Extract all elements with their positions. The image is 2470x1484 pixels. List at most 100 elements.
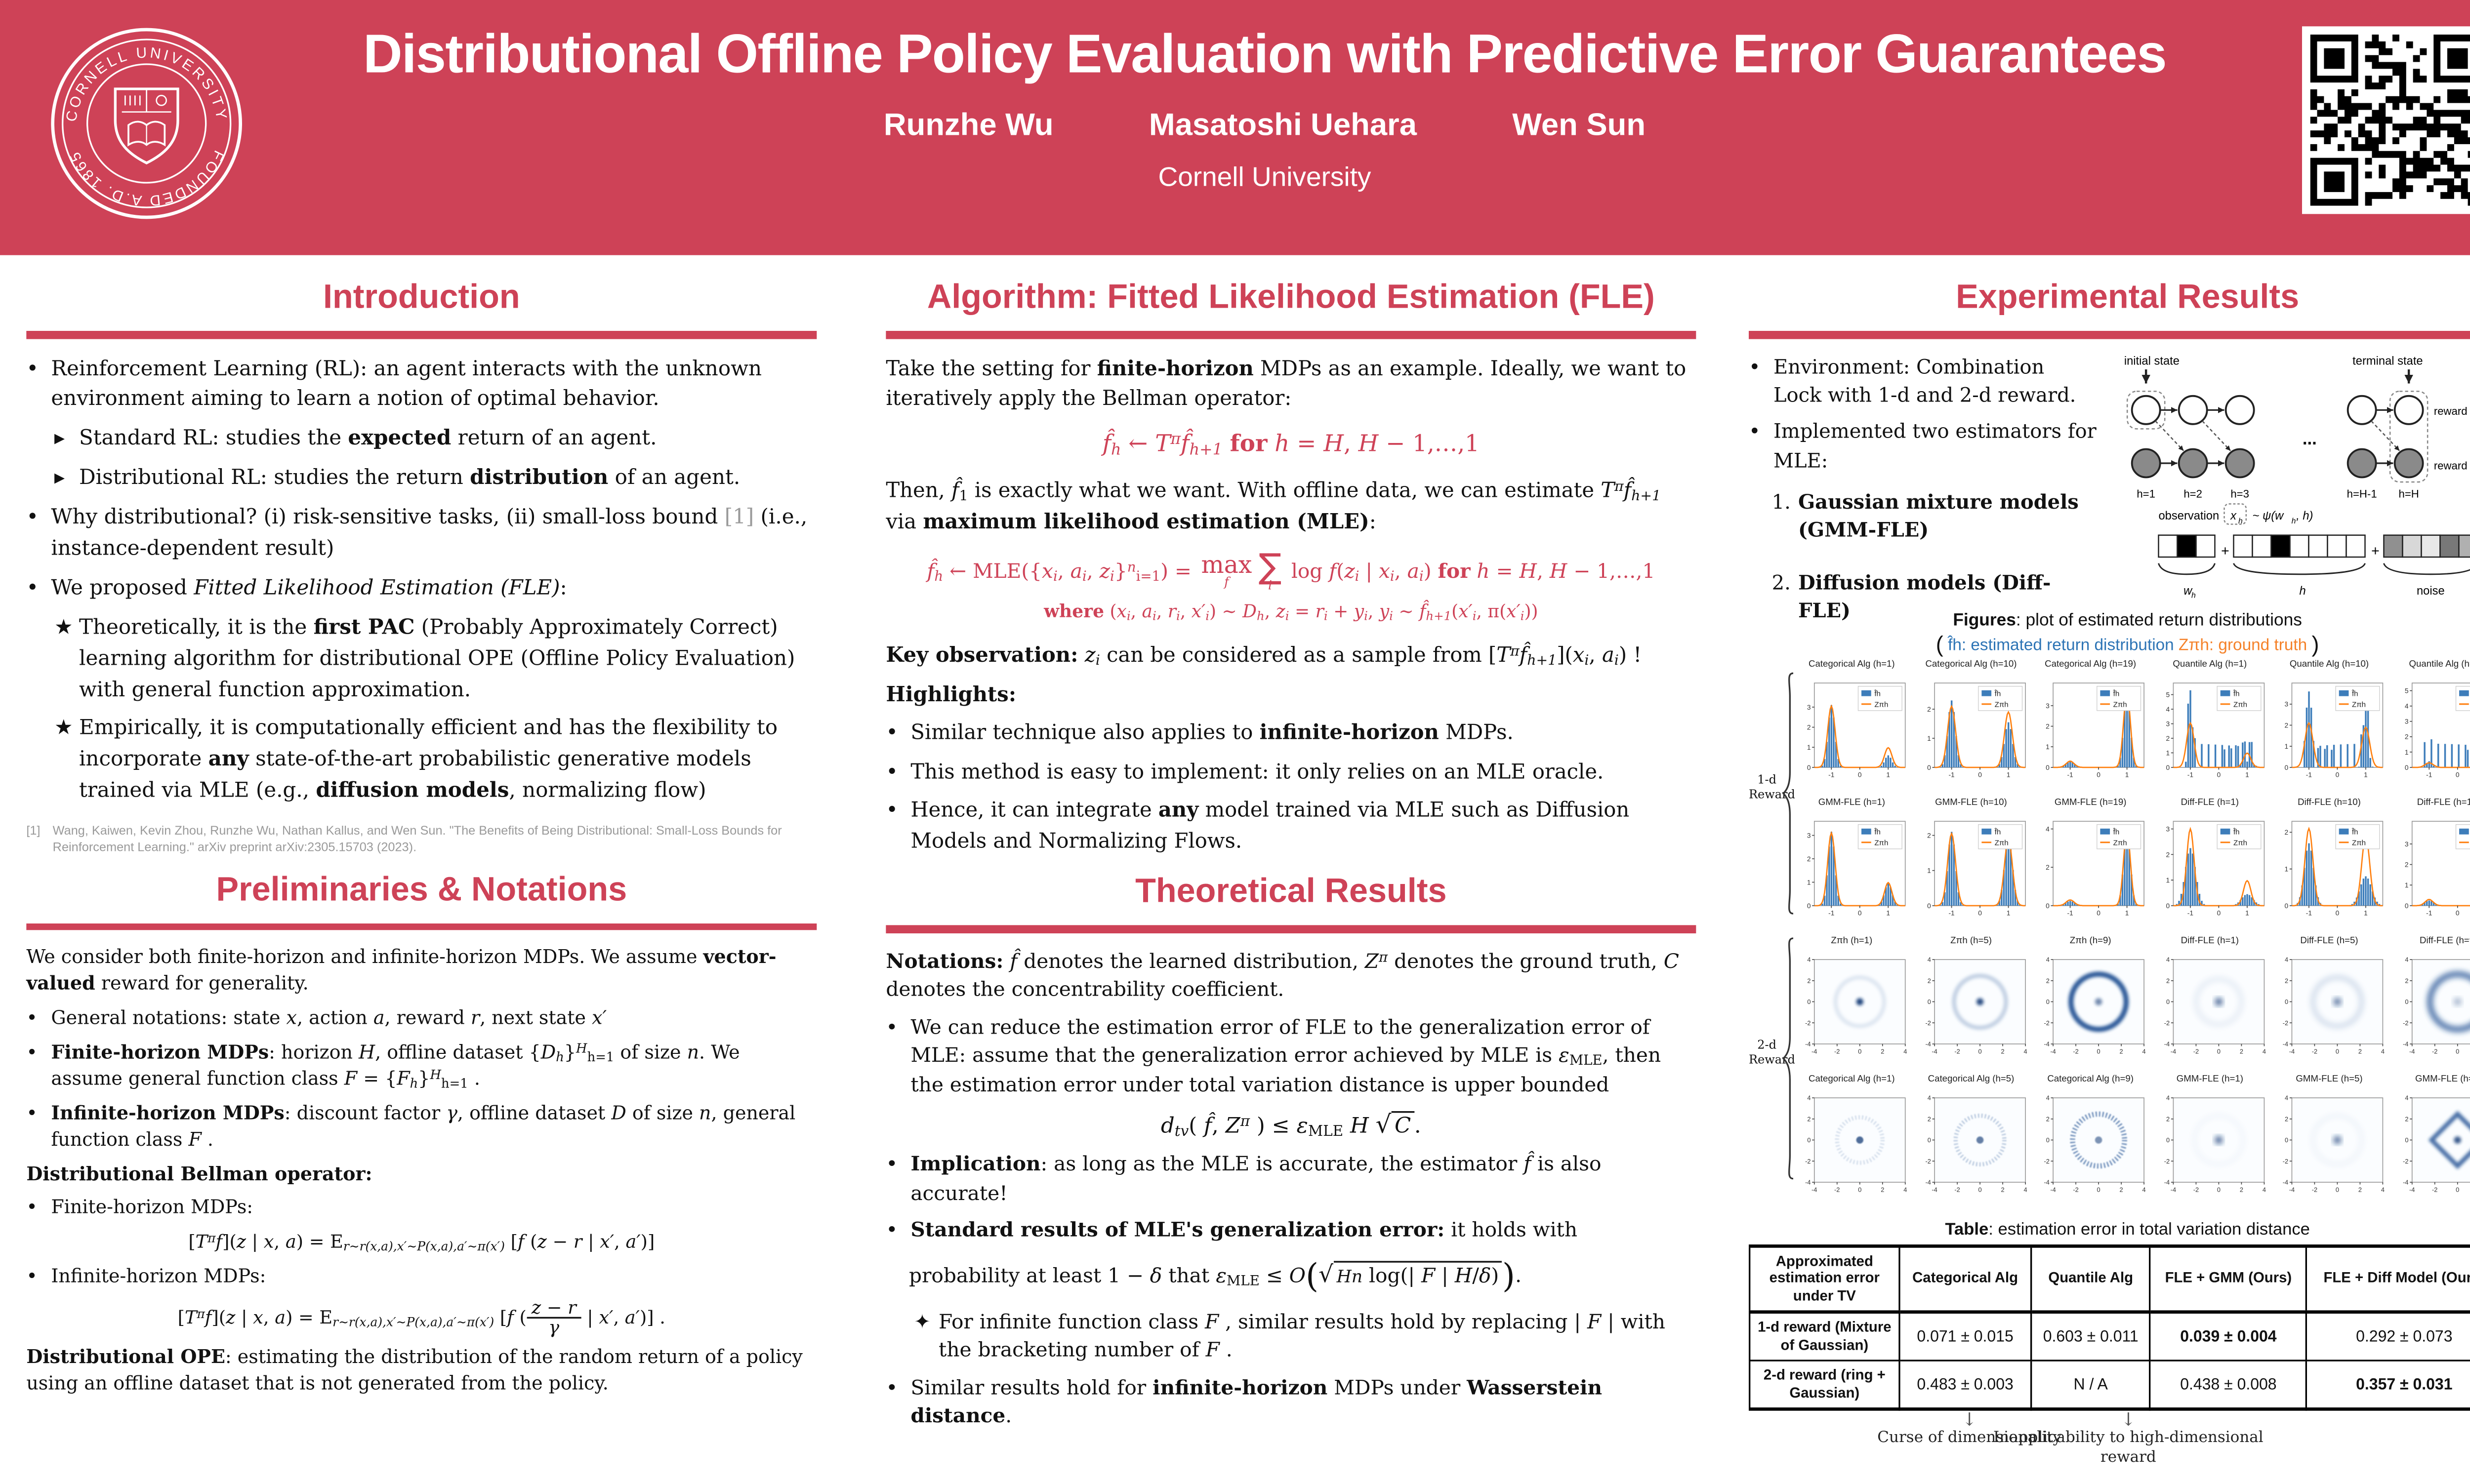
section-heading-experimental: Experimental Results [1956,278,2300,316]
mini-plot-title: GMM-FLE (h=19) [2054,797,2127,807]
svg-text:4: 4 [2262,1047,2265,1054]
svg-text:-1: -1 [2425,770,2431,778]
highlight-bullet: • This method is easy to implement: it on… [886,759,1604,784]
prelim-bullet: • Infinite-horizon MDPs: [26,1264,266,1288]
svg-text:-4: -4 [2283,1040,2288,1047]
mini-plot-title: Diff-FLE (h=5) [2300,935,2358,946]
svg-text:-4: -4 [2408,1047,2414,1054]
svg-text:0: 0 [2336,1047,2339,1054]
mini-plot-title: GMM-FLE (h=1) [1818,797,1885,807]
svg-text:4: 4 [1807,1093,1811,1101]
svg-text:-1: -1 [1828,770,1834,778]
svg-text:5: 5 [2165,690,2169,698]
intro-starbullet: ★ Empirically, it is computationally effi… [54,715,778,802]
mini-plot-title: Categorical Alg (h=1) [1808,659,1895,669]
table-header-cell: Approximated estimation error under TV [1748,1244,1900,1315]
theory-bullet: • We can reduce the estimation error of F… [886,1015,1661,1096]
svg-text:-2: -2 [2073,1047,2078,1054]
svg-text:4: 4 [1927,955,1930,963]
prelim-bullet: • Finite-horizon MDPs: horizon H, offline… [26,1039,740,1091]
combination-lock-diagram: initial state terminal state ... reward … [2124,354,2470,599]
svg-text:-4: -4 [2289,1185,2295,1193]
svg-text:0: 0 [2455,1185,2459,1193]
section-rule [886,925,1696,933]
svg-text:0: 0 [2285,763,2289,770]
mini-plot-title: GMM-FLE (h=1) [2176,1074,2243,1084]
svg-text:0: 0 [1858,1185,1861,1193]
svg-text:-4: -4 [2170,1047,2175,1054]
mini-plot-title: Zπh (h=9) [2069,935,2111,946]
svg-text:2: 2 [2404,732,2408,740]
svg-text:Zπh: Zπh [1994,838,2008,846]
svg-text:2: 2 [1927,976,1930,984]
mini-plot: GMM-FLE (h=10) 0 1 2 -1 0 1 f̂h Zπh [1914,798,2028,934]
table-header-cell: Quantile Alg [2030,1244,2151,1315]
svg-text:2: 2 [1881,1185,1884,1193]
cornell-seal-icon: CORNELL UNIVERSITY FOUNDED A.D. 1865 [51,28,242,219]
svg-text:f̂h: f̂h [1993,827,2000,836]
svg-text:4: 4 [2142,1047,2146,1054]
mini-plot: Categorical Alg (h=1) -4 -4 -2 -2 0 0 2 2 4 4 [1795,1074,1908,1211]
svg-text:-2: -2 [2073,1185,2078,1193]
svg-text:0: 0 [2455,1047,2459,1054]
svg-text:Zπh: Zπh [2352,838,2366,846]
svg-text:4: 4 [2404,1093,2408,1101]
svg-text:0: 0 [2046,997,2050,1004]
svg-text:4: 4 [2285,1093,2288,1101]
svg-text:Zπh: Zπh [1874,700,1888,708]
row-label: 2-d reward (ring + Gaussian) [1748,1360,1900,1411]
svg-text:-2: -2 [2402,1157,2407,1164]
svg-text:-4: -4 [2044,1178,2049,1185]
svg-text:1: 1 [1927,866,1931,874]
author-2: Masatoshi Uehara [1149,108,1417,143]
svg-text:-2: -2 [2163,1157,2169,1164]
svg-text:0: 0 [2046,901,2050,909]
notations-paragraph: Notations: f̂ denotes the learned distri… [886,948,1679,1002]
svg-text:0: 0 [2046,1135,2050,1143]
exp-bullet: • Implemented two estimators for MLE: [1748,420,2097,472]
table-caption: Table: estimation error in total variati… [1945,1220,2310,1239]
author-3: Wen Sun [1512,108,1646,143]
svg-text:4: 4 [2165,1093,2169,1101]
mini-plot: Categorical Alg (h=5) -4 -4 -2 -2 0 0 2 2 4 4 [1914,1074,2028,1211]
mini-plot-title: Diff-FLE (h=1) [2181,935,2239,946]
mini-plot: Quantile Alg (h=10) 0 1 2 3 -1 0 1 f̂h Zπh [2272,659,2386,796]
svg-text:0: 0 [2455,770,2459,778]
section-heading-theory: Theoretical Results [1135,873,1447,911]
svg-text:4: 4 [1903,1047,1907,1054]
svg-text:-2: -2 [1954,1185,1959,1193]
svg-text:2: 2 [2046,1115,2050,1122]
mini-plot-title: Quantile Alg (h=19) [2409,659,2470,669]
section-rule [1748,330,2470,338]
svg-text:-4: -4 [2163,1040,2169,1047]
svg-text:-1: -1 [2306,770,2312,778]
svg-text:2: 2 [1807,976,1811,984]
svg-text:1: 1 [2046,742,2050,750]
svg-text:reward r: reward r [2434,404,2470,416]
svg-text:4: 4 [1903,1185,1907,1193]
svg-text:2: 2 [2239,1047,2242,1054]
svg-text:f̂h: f̂h [1993,688,2000,697]
svg-text:0: 0 [2165,763,2169,770]
group-brace-icon [1782,936,1794,1179]
svg-text:Zπh: Zπh [1874,838,1888,846]
theory-bullet: • Implication: as long as the MLE is accu… [886,1153,1602,1204]
svg-text:2: 2 [2165,850,2169,858]
svg-text:0: 0 [2165,901,2169,909]
mini-plot: GMM-FLE (h=1) 0 1 2 3 -1 0 1 f̂h Zπh [1795,798,1908,934]
mini-plot-title: Categorical Alg (h=9) [2047,1074,2134,1084]
section-heading-algorithm: Algorithm: Fitted Likelihood Estimation … [927,278,1655,316]
svg-text:2: 2 [2285,976,2288,984]
svg-text:0: 0 [1807,997,1811,1004]
svg-text:h: h [2299,584,2305,597]
svg-text:4: 4 [2404,955,2408,963]
key-observation: Key observation: zi can be considered as… [886,641,1642,669]
svg-text:4: 4 [2262,1185,2265,1193]
svg-text:0: 0 [2097,1185,2100,1193]
where-clause: where (xi, ai, ri, x′i) ∼ Dh, zi = ri + … [1044,601,1538,624]
svg-text:Zπh: Zπh [2113,838,2127,846]
svg-text:observation: observation [2158,509,2219,521]
svg-text:-1: -1 [2067,770,2073,778]
result-value: 0.292 ± 0.073 [2305,1312,2470,1363]
svg-text:0: 0 [2165,1135,2169,1143]
